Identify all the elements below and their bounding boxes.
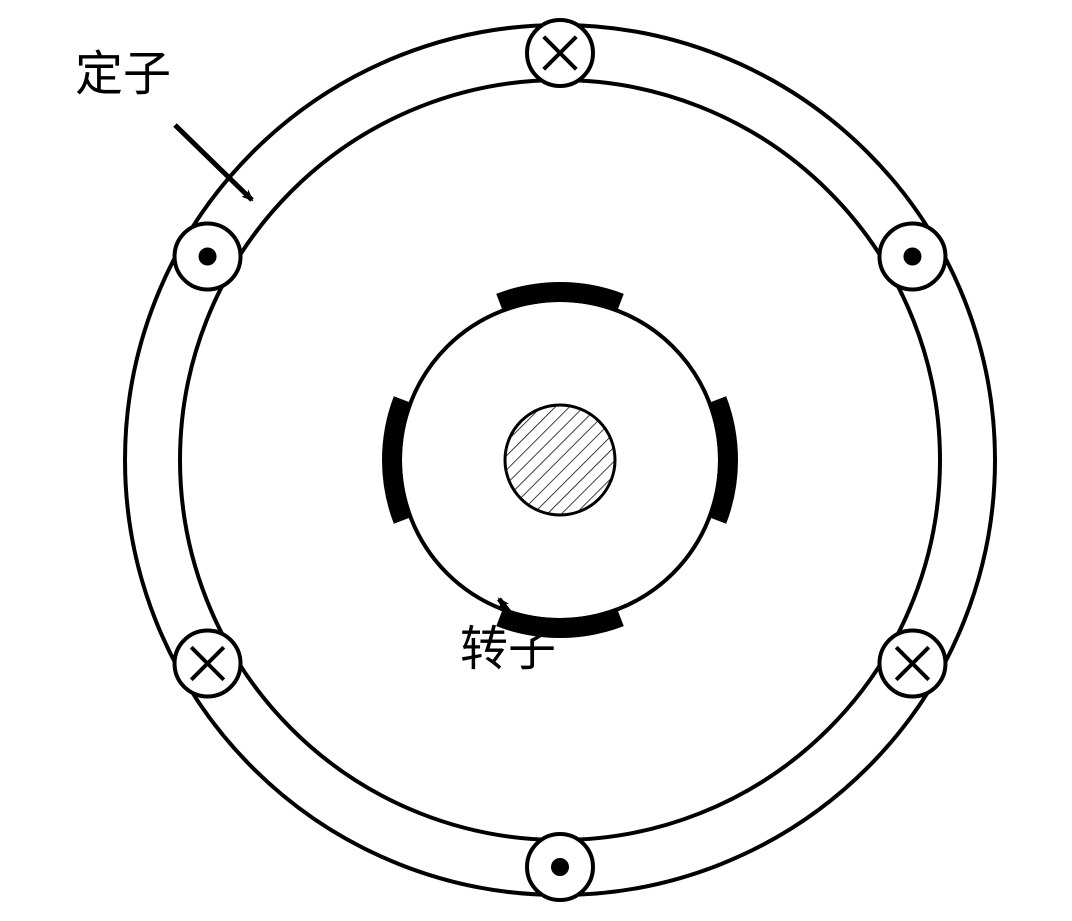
stator-label: 定子 bbox=[75, 48, 171, 101]
current-out-icon bbox=[903, 248, 921, 266]
current-out-icon bbox=[551, 858, 569, 876]
winding-5 bbox=[175, 224, 241, 290]
rotor-label: 转子 bbox=[460, 623, 556, 676]
winding-1 bbox=[879, 224, 945, 290]
winding-0 bbox=[527, 20, 593, 86]
winding-2 bbox=[879, 631, 945, 697]
current-out-icon bbox=[199, 248, 217, 266]
rotor-magnet-3 bbox=[382, 396, 412, 524]
shaft bbox=[505, 405, 615, 515]
winding-4 bbox=[175, 631, 241, 697]
rotor-magnet-0 bbox=[496, 282, 624, 312]
winding-3 bbox=[527, 834, 593, 900]
motor-diagram: 定子转子 bbox=[0, 0, 1072, 921]
rotor-magnet-1 bbox=[708, 396, 738, 524]
